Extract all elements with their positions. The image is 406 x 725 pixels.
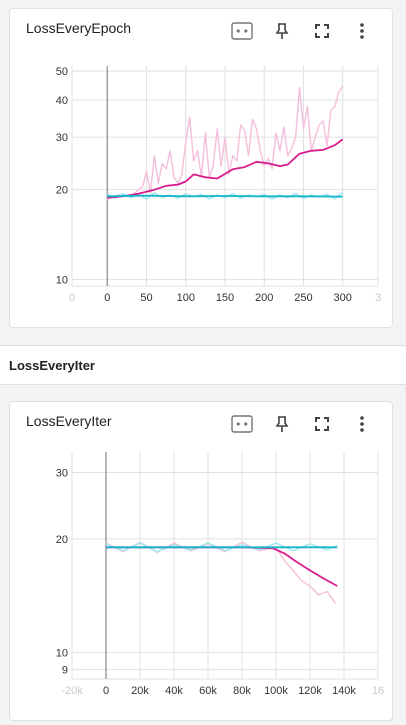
section-header: LossEveryIter [0,345,406,385]
raw-series-line [105,542,338,553]
y-tick-label: 9 [62,665,68,677]
y-tick-label: 10 [56,274,68,286]
more-vert-icon [360,416,364,432]
fullscreen-button[interactable] [302,412,342,436]
chart-title: LossEveryIter [26,413,112,429]
chart-toolbar [222,19,382,43]
pin-button[interactable] [262,412,302,436]
pin-icon [275,23,289,39]
y-tick-label: 50 [56,66,68,78]
fullscreen-button[interactable] [302,19,342,43]
fit-domain-icon [231,415,253,433]
raw-series-line [107,85,344,200]
x-tick-label: 100 [177,292,195,304]
x-tick-label: 3 [375,292,381,304]
x-tick-label: 250 [294,292,312,304]
y-tick-label: 30 [56,132,68,144]
y-tick-label: 10 [56,647,68,659]
x-tick-label: 50 [140,292,152,304]
fit-domain-button[interactable] [222,19,262,43]
x-tick-label: 0 [69,292,75,304]
x-tick-label: 0 [104,292,110,304]
more-options-button[interactable] [342,412,382,436]
raw-series-line [106,191,344,200]
x-tick-label: 16 [372,685,384,697]
smoothed-series-line [106,546,338,587]
x-tick-label: 300 [334,292,352,304]
x-tick-label: 150 [216,292,234,304]
x-tick-label: 120k [298,685,322,697]
chart-toolbar [222,412,382,436]
x-tick-label: -20k [61,685,83,697]
x-tick-label: 80k [233,685,251,697]
chart-card-loss-every-iter: LossEveryIter -20k 0 20k 40k 60k 80k 100k 120k 1… [9,401,393,721]
fullscreen-icon [315,24,329,38]
chart-title: LossEveryEpoch [26,20,132,36]
chart-card-loss-every-epoch: LossEveryEpoch 0 0 50 100 150 200 250 300 3 50 40 3… [9,8,393,328]
fullscreen-icon [315,417,329,431]
y-tick-label: 20 [56,534,68,546]
smoothed-series-line [107,138,344,199]
more-vert-icon [360,23,364,39]
x-tick-label: 60k [199,685,217,697]
more-options-button[interactable] [342,19,382,43]
x-tick-label: 40k [165,685,183,697]
pin-button[interactable] [262,19,302,43]
y-tick-label: 30 [56,467,68,479]
y-tick-label: 20 [56,185,68,197]
smoothed-series-line [107,194,343,198]
fit-domain-button[interactable] [222,412,262,436]
y-tick-label: 40 [56,95,68,107]
loss-every-iter-plot[interactable]: -20k 0 20k 40k 60k 80k 100k 120k 140k 16 30 20 10 9 [10,442,390,712]
x-tick-label: 100k [264,685,288,697]
fit-domain-icon [231,22,253,40]
x-tick-label: 200 [255,292,273,304]
x-tick-label: 0 [103,685,109,697]
section-title: LossEveryIter [9,358,95,373]
x-tick-label: 20k [131,685,149,697]
pin-icon [275,416,289,432]
x-tick-label: 140k [332,685,356,697]
